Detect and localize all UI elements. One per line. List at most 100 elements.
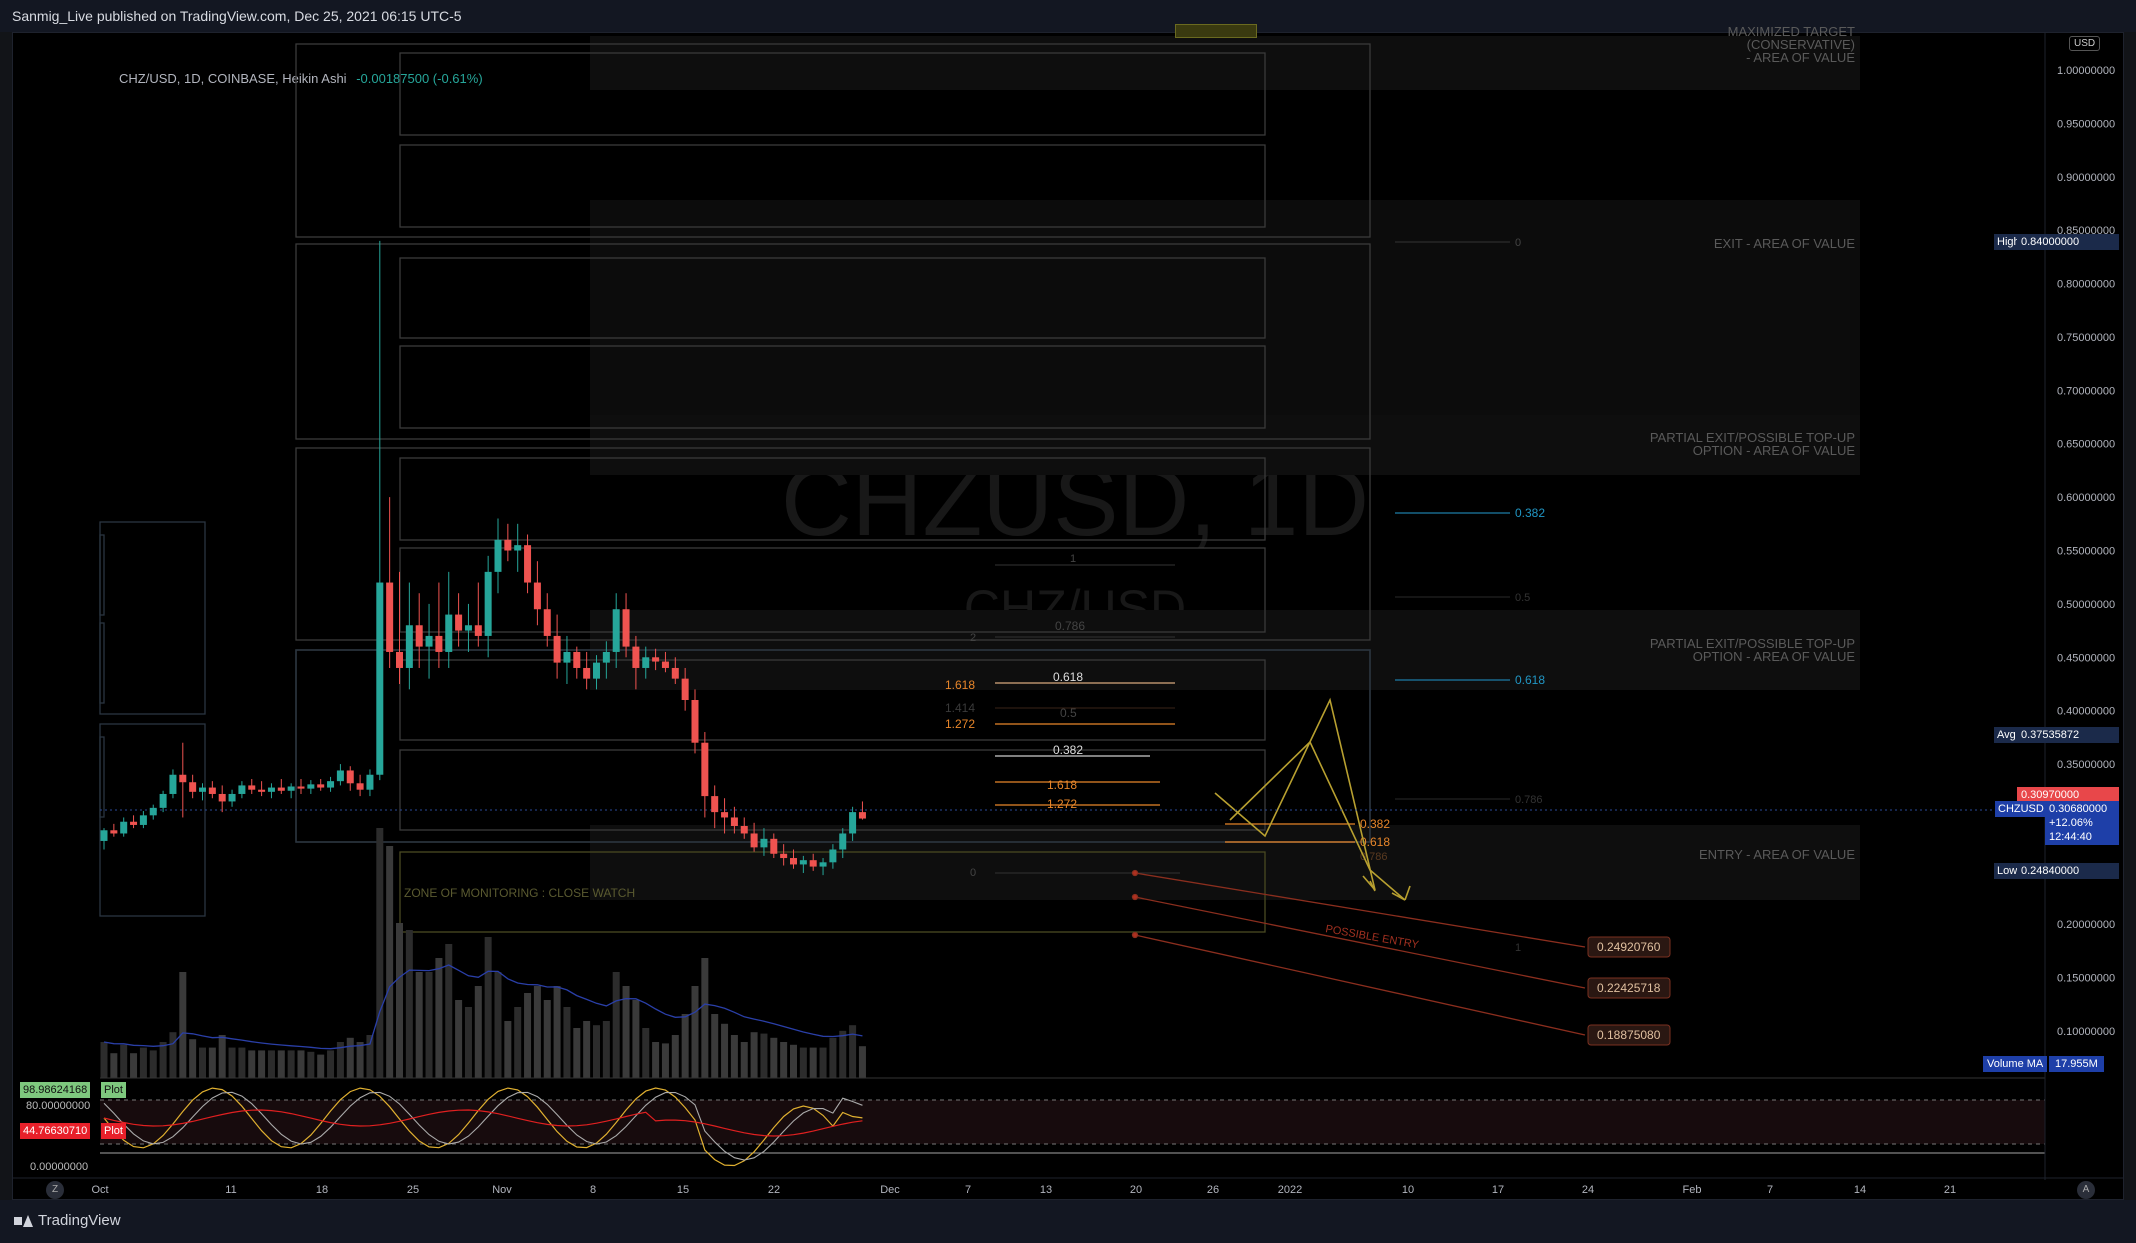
volume-bar: [455, 1000, 463, 1078]
candle-body: [169, 774, 177, 794]
volume-ma-label-value: 17.955M: [2049, 1056, 2104, 1072]
candle-body: [464, 625, 472, 631]
monitoring-zone-label: ZONE OF MONITORING : CLOSE WATCH: [404, 886, 635, 900]
candle-body: [208, 787, 216, 794]
candle-body: [593, 662, 600, 679]
volume-bar: [445, 944, 453, 1078]
price-tick: 0.50000000: [2057, 599, 2115, 611]
entry-zone-label: ENTRY - AREA OF VALUE: [1699, 847, 1855, 862]
candle-body: [445, 614, 453, 652]
candle-body: [514, 545, 522, 551]
left-boxes: [99, 521, 206, 917]
price-tick: 0.65000000: [2057, 439, 2115, 451]
volume-bar: [149, 1050, 157, 1078]
time-tick: 7: [965, 1184, 971, 1196]
tradingview-logo-icon: [14, 1214, 33, 1227]
price-tick: 0.15000000: [2057, 973, 2115, 985]
candle-body: [602, 651, 610, 663]
top-marker: [1175, 24, 1257, 38]
candle-body: [632, 646, 640, 668]
candle-body: [543, 609, 551, 636]
partial-exit-label-1b: OPTION - AREA OF VALUE: [1693, 443, 1856, 458]
time-tick: Dec: [880, 1184, 900, 1196]
candle-body: [425, 635, 433, 647]
time-tick: 14: [1854, 1184, 1866, 1196]
volume-bar: [652, 1042, 660, 1078]
volume-bar: [583, 1021, 591, 1078]
volume-bar: [671, 1035, 679, 1078]
price-tick: 0.20000000: [2057, 919, 2115, 931]
volume-bar: [553, 986, 561, 1078]
fib-mid-0786: 0.786: [1055, 619, 1085, 633]
volume-bar: [474, 986, 482, 1078]
timezone-button[interactable]: Z: [46, 1181, 64, 1199]
osc-plot2-value: 44.76630710: [20, 1123, 91, 1139]
volume-bar: [849, 1025, 857, 1078]
time-tick: 21: [1944, 1184, 1956, 1196]
volume-bar: [139, 1047, 147, 1078]
volume-bar: [858, 1046, 866, 1078]
time-tick: 8: [590, 1184, 596, 1196]
candle-body: [110, 830, 118, 834]
currency-button[interactable]: USD: [2069, 36, 2101, 51]
volume-bar: [248, 1050, 256, 1078]
volume-bar: [543, 1000, 551, 1078]
symbol-legend[interactable]: CHZ/USD, 1D, COINBASE, Heikin Ashi -0.00…: [119, 71, 483, 86]
candle-body: [149, 807, 157, 816]
fib-mid-05: 0.5: [1060, 706, 1077, 720]
volume-bar: [208, 1047, 216, 1078]
volume-bar: [307, 1051, 315, 1078]
candle-body: [652, 657, 660, 662]
zone-band-entry: [590, 825, 1860, 900]
time-tick: 22: [768, 1184, 780, 1196]
candle-body: [336, 770, 344, 782]
time-tick: Oct: [91, 1184, 108, 1196]
osc-band: [100, 1100, 2045, 1144]
candle-body: [100, 830, 108, 841]
volume-bar: [622, 986, 630, 1078]
volume-bar: [366, 1035, 374, 1078]
candle-body: [760, 838, 768, 848]
fib-mid-0618: 0.618: [1053, 670, 1083, 684]
partial-exit-label-1a: PARTIAL EXIT/POSSIBLE TOP-UP: [1650, 430, 1855, 445]
high-label-name: High: [1994, 234, 2023, 250]
candle-body: [179, 774, 187, 783]
zone-band-max: [590, 36, 1860, 90]
candle-body: [711, 796, 719, 813]
candle-body: [858, 812, 866, 819]
volume-bar: [277, 1050, 285, 1078]
current-change: +12.06%: [2049, 817, 2093, 829]
price-tick: 0.75000000: [2057, 332, 2115, 344]
candle-body: [277, 787, 285, 791]
candle-body: [376, 582, 384, 775]
candle-body: [780, 853, 788, 859]
low-label-value: 0.24840000: [2017, 863, 2119, 879]
partial-exit-label-2a: PARTIAL EXIT/POSSIBLE TOP-UP: [1650, 636, 1855, 651]
volume-bar: [593, 1025, 600, 1078]
volume-bar: [297, 1050, 305, 1078]
time-tick: 7: [1767, 1184, 1773, 1196]
candle-body: [573, 651, 581, 668]
time-tick: 17: [1492, 1184, 1504, 1196]
max-target-label-1: MAXIMIZED TARGET: [1728, 24, 1855, 39]
volume-bar: [356, 1042, 364, 1078]
target-2: 0.22425718: [1597, 981, 1661, 995]
max-target-label-3: - AREA OF VALUE: [1746, 50, 1855, 65]
price-tick: 0.55000000: [2057, 546, 2115, 558]
volume-bar: [435, 958, 443, 1078]
volume-bar: [750, 1032, 758, 1078]
volume-bar: [218, 1035, 226, 1078]
volume-bar: [267, 1050, 275, 1078]
volume-bar: [110, 1053, 118, 1078]
time-tick: 18: [316, 1184, 328, 1196]
candle-body: [553, 635, 561, 663]
volume-bar: [179, 972, 187, 1078]
price-tick: 0.80000000: [2057, 279, 2115, 291]
volume-bar: [612, 972, 620, 1078]
time-tick: Feb: [1683, 1184, 1702, 1196]
candle-body: [750, 833, 758, 848]
tradingview-logo[interactable]: TradingView: [14, 1212, 121, 1229]
candle-body: [120, 821, 128, 834]
auto-scale-button[interactable]: A: [2077, 1181, 2095, 1199]
